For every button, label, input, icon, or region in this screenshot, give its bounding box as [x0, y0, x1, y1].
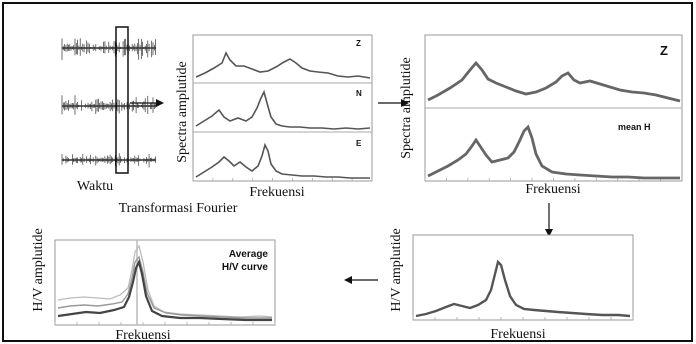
average-legend-line1: Average	[229, 249, 269, 260]
spectra-y-label: Spectra amplutide	[175, 61, 190, 162]
spectra-x-label: Frekuensi	[249, 185, 304, 200]
average-frame	[54, 239, 276, 326]
seismogram-trace	[61, 153, 156, 168]
average-curve-dark	[57, 258, 272, 322]
averaged-y-label: Spectra amplutide	[399, 57, 414, 158]
hv-y-label: H/V amplutide	[389, 228, 404, 311]
hv-panel: H/V amplutide Frekuensi	[389, 228, 634, 342]
averaged-tick-marks	[424, 178, 683, 181]
arrow-to-spectra	[130, 99, 164, 107]
averaged-x-label: Frekuensi	[525, 182, 580, 197]
spectra-tick-marks	[192, 178, 373, 181]
spectra-frame	[192, 34, 373, 182]
hv-tick-marks	[412, 317, 634, 320]
averaged-label-z: Z	[660, 43, 668, 58]
average-panel: H/V amplutide Average H/V curve Frekuens…	[31, 228, 276, 343]
averaged-panel: Spectra amplutide Z mean H Frekuensi	[399, 34, 683, 197]
spectrum-curve-n	[195, 89, 371, 130]
seismogram-trace	[61, 38, 156, 60]
component-label-z: Z	[356, 39, 361, 48]
seismogram-group: Waktu	[61, 26, 156, 194]
arrow-to-hv	[545, 203, 553, 237]
arrow-to-average	[344, 276, 378, 284]
spectrum-curve-e	[195, 142, 370, 179]
hv-curve	[415, 259, 631, 318]
component-label-e: E	[356, 139, 362, 148]
seismogram-x-label: Waktu	[77, 179, 113, 194]
spectra-panel: Spectra amplutide Z N E Frekuensi	[175, 34, 373, 200]
average-y-label: H/V amplutide	[31, 228, 46, 311]
seismogram-trace	[61, 95, 156, 115]
transform-label: Transformasi Fourier	[119, 201, 238, 216]
average-x-label: Frekuensi	[115, 328, 170, 343]
averaged-curve-h	[427, 124, 680, 180]
hv-x-label: Frekuensi	[490, 327, 545, 342]
seismogram-traces	[61, 38, 156, 168]
average-curve-light	[57, 244, 273, 318]
time-window-box	[115, 26, 129, 174]
averaged-curve-z	[427, 60, 681, 103]
average-legend-line2: H/V curve	[222, 262, 269, 273]
averaged-label-mean-h: mean H	[618, 122, 651, 132]
average-curve-mid	[57, 255, 272, 319]
average-tick-marks	[54, 322, 276, 325]
arrow-to-averaged	[378, 99, 409, 107]
spectrum-curve-z	[195, 51, 371, 79]
component-label-n: N	[356, 89, 362, 98]
